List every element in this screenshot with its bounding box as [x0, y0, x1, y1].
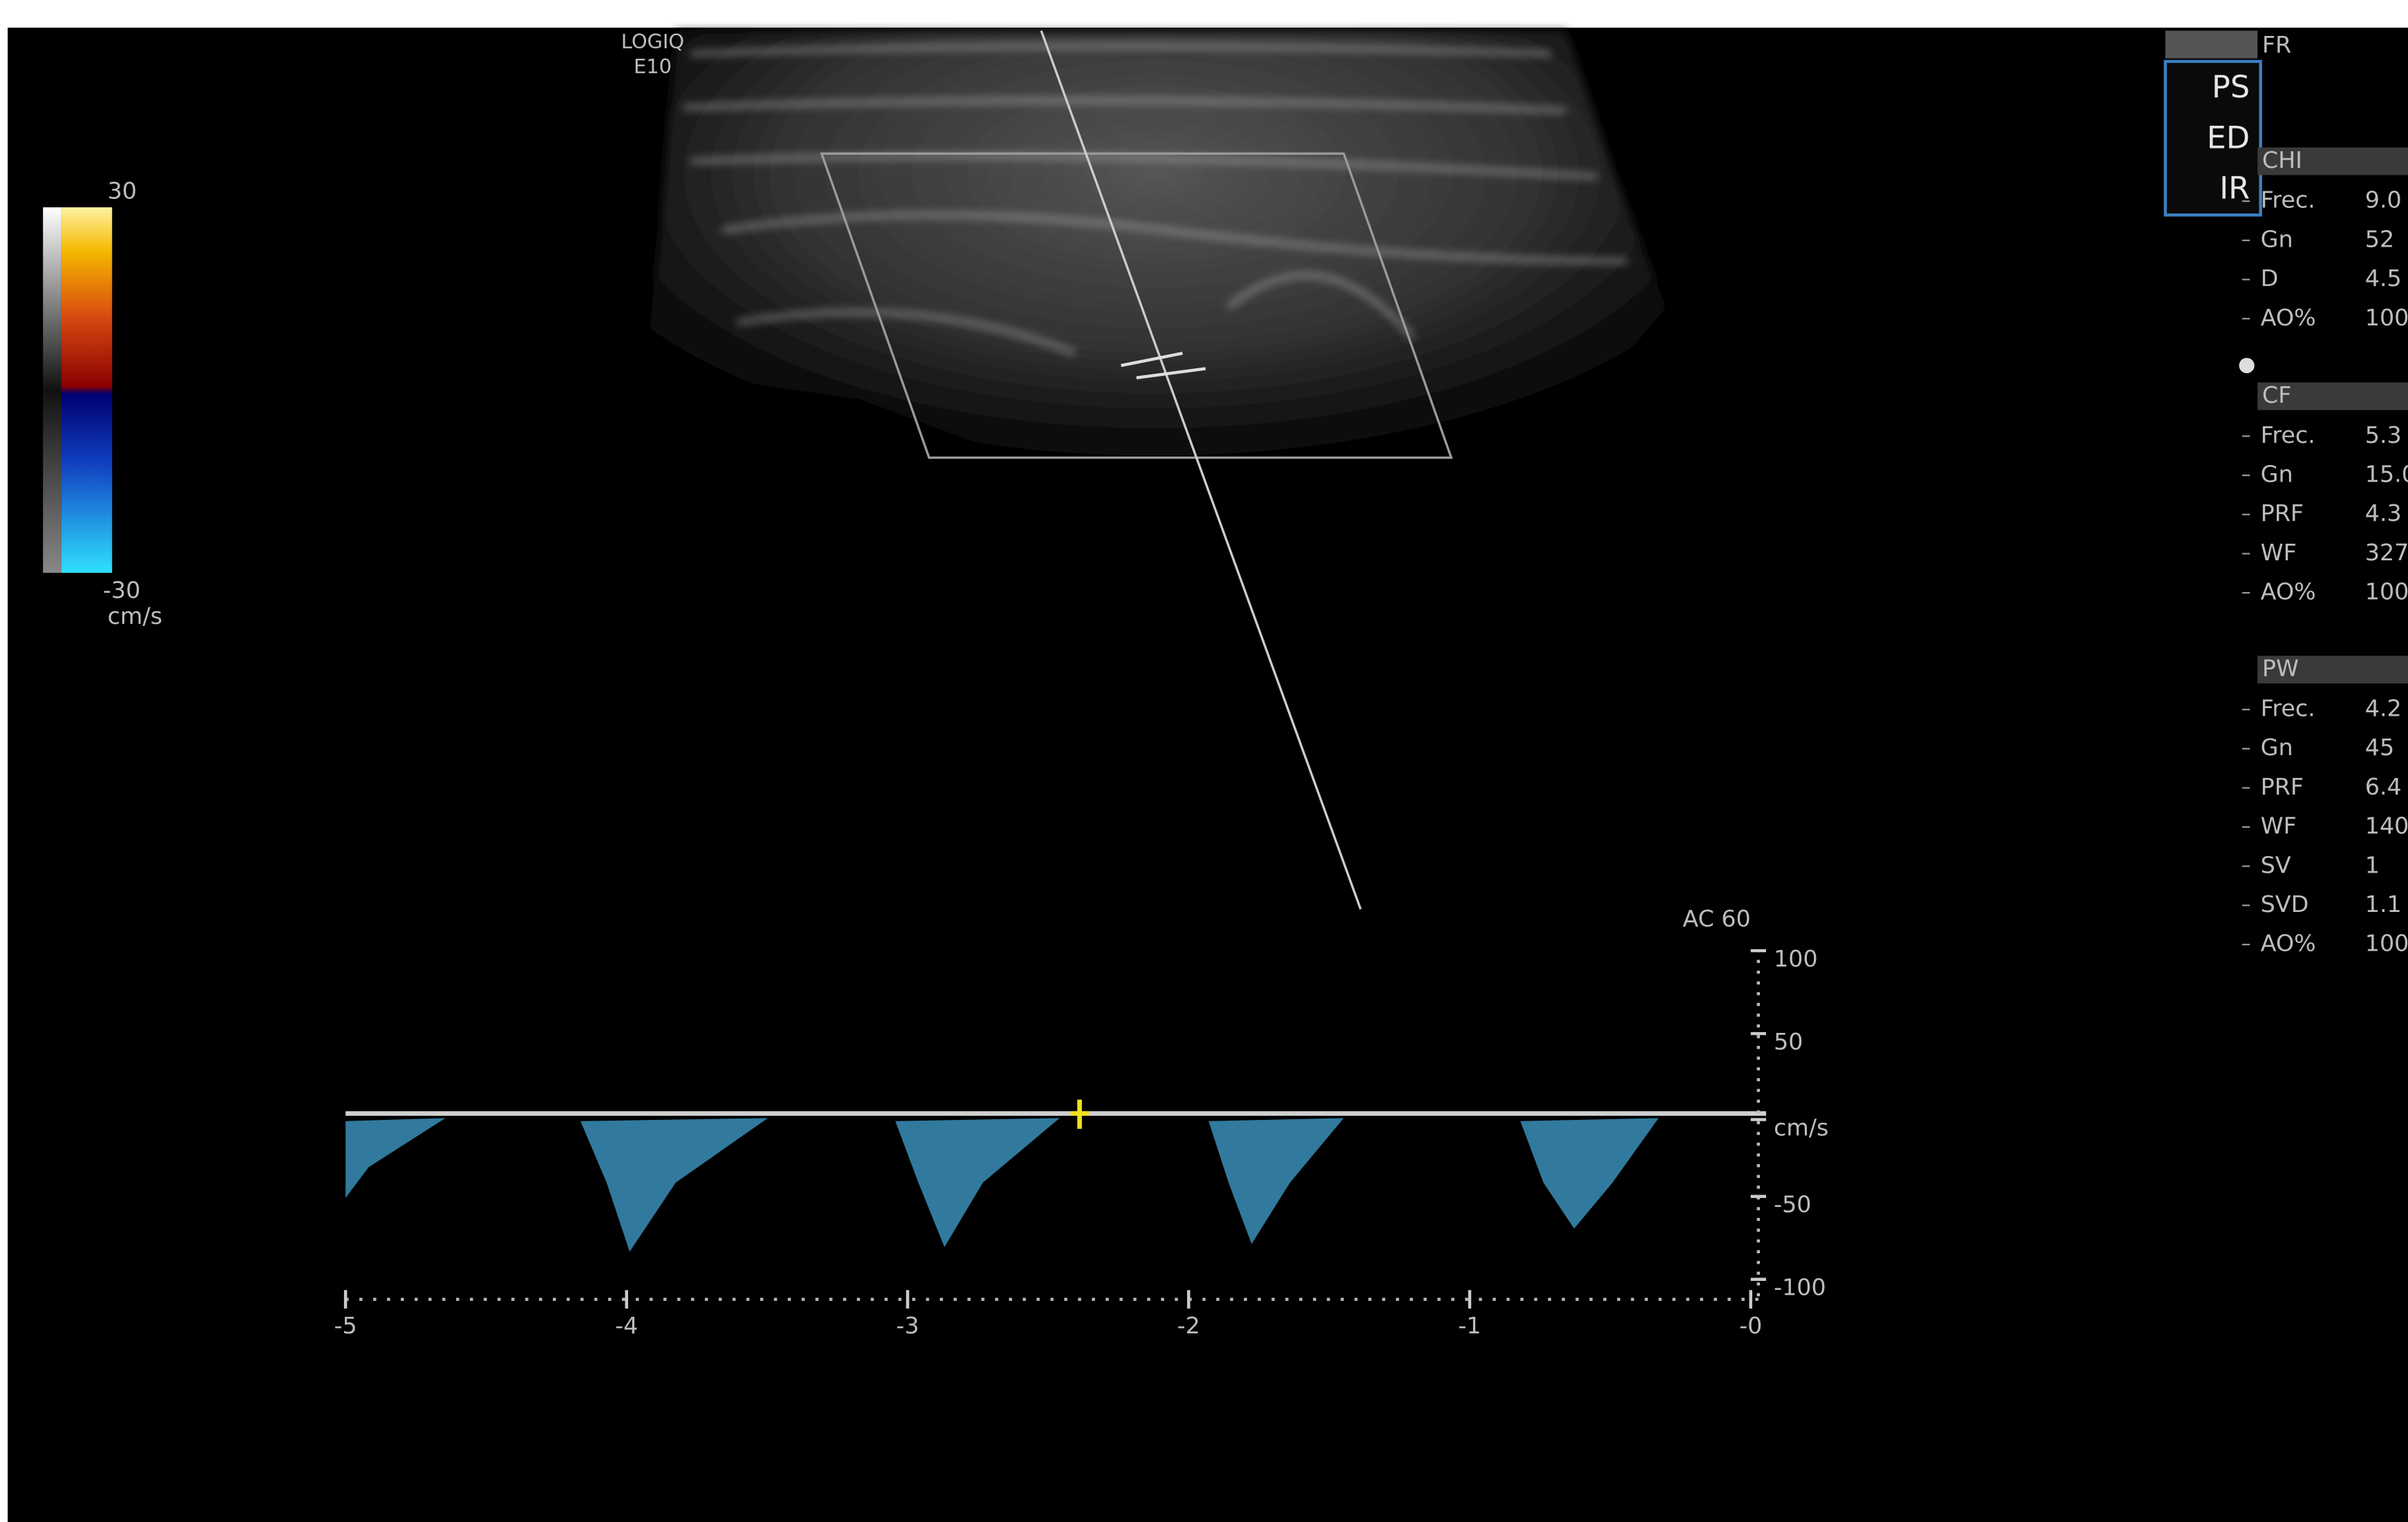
- menu-item: PS: [2212, 70, 2250, 105]
- param-value: 100: [2365, 304, 2408, 331]
- doppler-cursor: [1040, 30, 1362, 910]
- param-value: 4.5: [2365, 265, 2402, 292]
- color-bar-max: 30: [108, 177, 137, 204]
- x-tick-label: -0: [1739, 1312, 1762, 1339]
- menu-item: ED: [2207, 120, 2250, 155]
- param-value: 4.3: [2365, 500, 2402, 526]
- tissue-streaks: [683, 44, 1628, 356]
- param-label: Gn: [2261, 461, 2293, 488]
- param-label: AO%: [2261, 930, 2316, 957]
- x-tick-label: -3: [896, 1312, 919, 1339]
- y-tick-label: 100: [1774, 945, 1818, 972]
- param-value: 1: [2365, 851, 2380, 878]
- section-header-bg: [2257, 656, 2408, 684]
- parameter-panel: FR CHI Frec. 9.0 Gn 52 D 4.5 AO% 100 CF Frec. 5.3 Gn 1…: [2241, 31, 2408, 957]
- color-bar-gray: [43, 207, 61, 573]
- section-header: CF: [2262, 381, 2291, 408]
- section-header: PW: [2262, 655, 2299, 682]
- param-label: Frec.: [2261, 421, 2315, 448]
- baseline-marker: [1070, 1099, 1089, 1129]
- doppler-waveform: [345, 1118, 1659, 1252]
- color-bar-unit: cm/s: [108, 602, 162, 629]
- param-value: 100: [2365, 578, 2408, 605]
- param-label: Gn: [2261, 225, 2293, 252]
- x-tick-label: -1: [1458, 1312, 1481, 1339]
- param-label: D: [2261, 265, 2279, 292]
- model-sub: E10: [634, 55, 672, 78]
- param-label: WF: [2261, 812, 2297, 839]
- section-header: CHI: [2262, 146, 2302, 173]
- x-tick-label: -4: [615, 1312, 638, 1339]
- param-label: Gn: [2261, 734, 2293, 761]
- section-header-bg: [2257, 147, 2408, 175]
- spectrum-label: AC 60: [1682, 905, 1750, 932]
- color-box: [819, 152, 1453, 459]
- panel-label: FR: [2262, 31, 2291, 58]
- param-value: 45: [2365, 734, 2394, 761]
- menu-icons: [2165, 30, 2258, 59]
- param-label: AO%: [2261, 304, 2316, 331]
- param-value: 140: [2365, 812, 2408, 839]
- x-tick-label: -2: [1177, 1312, 1200, 1339]
- param-value: 9.0: [2365, 187, 2402, 213]
- param-value: 5.3: [2365, 421, 2402, 448]
- y-tick-label: -50: [1774, 1191, 1811, 1218]
- color-bar: [61, 207, 113, 573]
- param-label: SV: [2261, 851, 2291, 878]
- sample-gate: [1121, 352, 1206, 380]
- section-header-bg: [2257, 382, 2408, 410]
- param-label: WF: [2261, 539, 2297, 566]
- b-mode-image: [645, 30, 1667, 507]
- param-value: 100: [2365, 930, 2408, 957]
- y-tick-label: cm/s: [1774, 1114, 1828, 1141]
- param-label: PRF: [2261, 500, 2304, 526]
- indicator: [2239, 357, 2255, 374]
- param-value: 52: [2365, 225, 2394, 252]
- param-label: Frec.: [2261, 695, 2315, 722]
- model: LOGIQ: [621, 30, 684, 53]
- param-value: 1.1: [2365, 891, 2402, 917]
- x-tick-label: -5: [334, 1312, 357, 1339]
- param-label: AO%: [2261, 578, 2316, 605]
- param-value: 15.0: [2365, 461, 2408, 488]
- param-value: 327: [2365, 539, 2408, 566]
- color-bar-min: -30: [103, 576, 140, 603]
- y-tick-label: 50: [1774, 1028, 1803, 1055]
- param-label: Frec.: [2261, 187, 2315, 213]
- menu-frame: [2163, 59, 2262, 217]
- param-value: 6.4: [2365, 773, 2402, 800]
- y-tick-label: -100: [1774, 1274, 1826, 1301]
- param-label: PRF: [2261, 773, 2304, 800]
- param-label: SVD: [2261, 891, 2309, 917]
- param-value: 4.2: [2365, 695, 2402, 722]
